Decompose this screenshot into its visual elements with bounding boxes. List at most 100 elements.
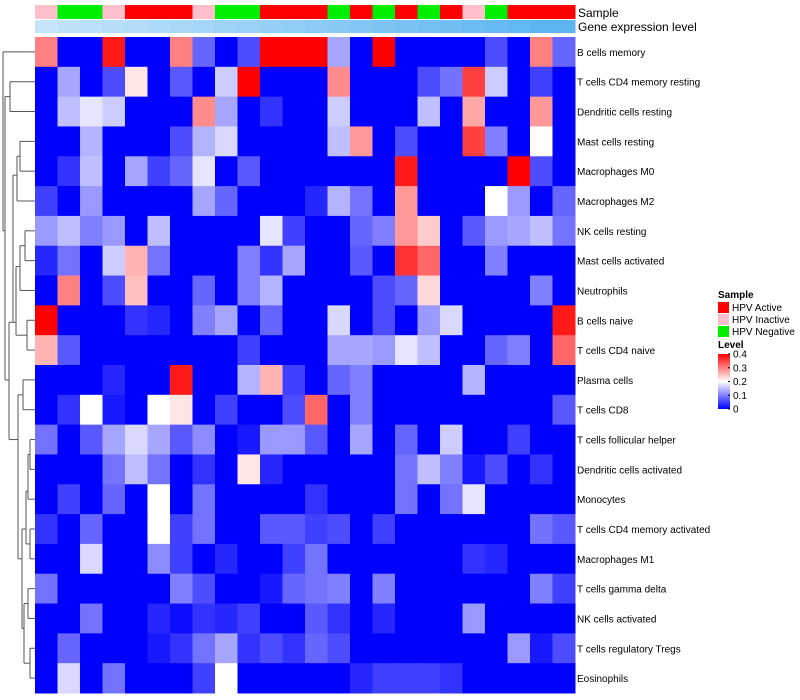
heatmap-cell [35,245,58,277]
heatmap-cell [125,186,148,217]
heatmap-cell [170,275,193,306]
heatmap-cell [530,156,553,187]
row-label: T cells CD4 memory activated [577,525,710,536]
heatmap-cell [485,96,508,127]
heatmap-cell [170,335,193,366]
level-legend-colorbar [718,354,730,409]
sample-annotation-cell [327,5,351,19]
expression-annotation-cell [305,20,328,33]
heatmap-cell [507,394,531,426]
row-dendrogram [2,51,35,679]
heatmap-cell [35,305,58,336]
heatmap-cell [552,365,576,396]
heatmap-cell [530,335,553,366]
heatmap-cell [237,215,261,247]
heatmap-cell [417,394,441,426]
heatmap-cell [530,245,553,277]
heatmap-cell [552,424,576,455]
heatmap-cell [350,543,373,575]
heatmap-cell [327,394,351,426]
heatmap-cell [350,335,373,366]
heatmap-cell [530,424,553,455]
expression-annotation-cell [552,20,576,33]
heatmap-cell [147,126,171,157]
heatmap-cell [417,37,441,68]
heatmap-cell [507,305,531,336]
heatmap-cell [35,633,58,664]
heatmap-cell [102,633,126,664]
heatmap-cell [327,424,351,455]
heatmap-cell [237,305,261,336]
row-label: B cells memory [577,48,645,59]
heatmap-cell [125,543,148,575]
heatmap-cell [417,186,441,217]
expression-annotation-cell [327,20,351,33]
heatmap-cell [395,215,418,247]
heatmap-cell [125,66,148,98]
heatmap-cell [372,156,396,187]
heatmap-cell [35,186,58,217]
annotation-label-sample: Sample [578,6,619,20]
sample-annotation-cell [125,5,148,19]
sample-annotation-cell [57,5,81,19]
heatmap-cell [237,663,261,694]
heatmap-cell [462,335,486,366]
sample-annotation-cell [147,5,171,19]
heatmap-cell [102,573,126,605]
heatmap-cell [507,543,531,575]
heatmap-cell [170,543,193,575]
heatmap-cell [530,514,553,545]
heatmap-cell [350,424,373,455]
heatmap-cell [125,603,148,634]
heatmap-cell [260,96,283,127]
heatmap-cell [462,275,486,306]
heatmap-cell [147,335,171,366]
heatmap-cell [440,186,463,217]
heatmap-cell [35,156,58,187]
heatmap-cell [507,514,531,545]
heatmap-cell [260,126,283,157]
heatmap-cell [192,424,216,455]
heatmap-cell [507,186,531,217]
heatmap-cell [327,275,351,306]
heatmap-cell [57,215,81,247]
row-label: Mast cells activated [577,257,664,268]
heatmap-cell [395,514,418,545]
heatmap-cell [215,424,238,455]
heatmap-cell [170,663,193,694]
heatmap-cell [147,484,171,515]
heatmap-cell [125,454,148,485]
heatmap-cell [350,156,373,187]
heatmap-cell [192,663,216,694]
heatmap-cell [305,543,328,575]
heatmap-cell [282,454,306,485]
sample-legend-label: HPV Negative [732,327,795,338]
heatmap-cell [147,305,171,336]
heatmap-cell [102,96,126,127]
heatmap-cell [462,603,486,634]
row-label: Dendritic cells resting [577,108,672,119]
heatmap-cell [102,37,126,68]
heatmap-cell [125,275,148,306]
heatmap-cell [80,96,103,127]
heatmap-cell [305,365,328,396]
expression-annotation-cell [80,20,103,33]
heatmap-cell [552,37,576,68]
heatmap-cell [462,424,486,455]
heatmap-cell [192,37,216,68]
heatmap-cell [485,66,508,98]
heatmap-cell [395,245,418,277]
heatmap-cell [125,514,148,545]
expression-annotation-cell [147,20,171,33]
heatmap-cell [530,365,553,396]
heatmap-cell [80,514,103,545]
heatmap-cell [35,543,58,575]
heatmap-cell [215,663,238,694]
heatmap-cell [507,365,531,396]
heatmap-cell [57,663,81,694]
heatmap-cell [417,126,441,157]
heatmap-cell [372,245,396,277]
heatmap-cell [327,215,351,247]
heatmap-cell [170,573,193,605]
